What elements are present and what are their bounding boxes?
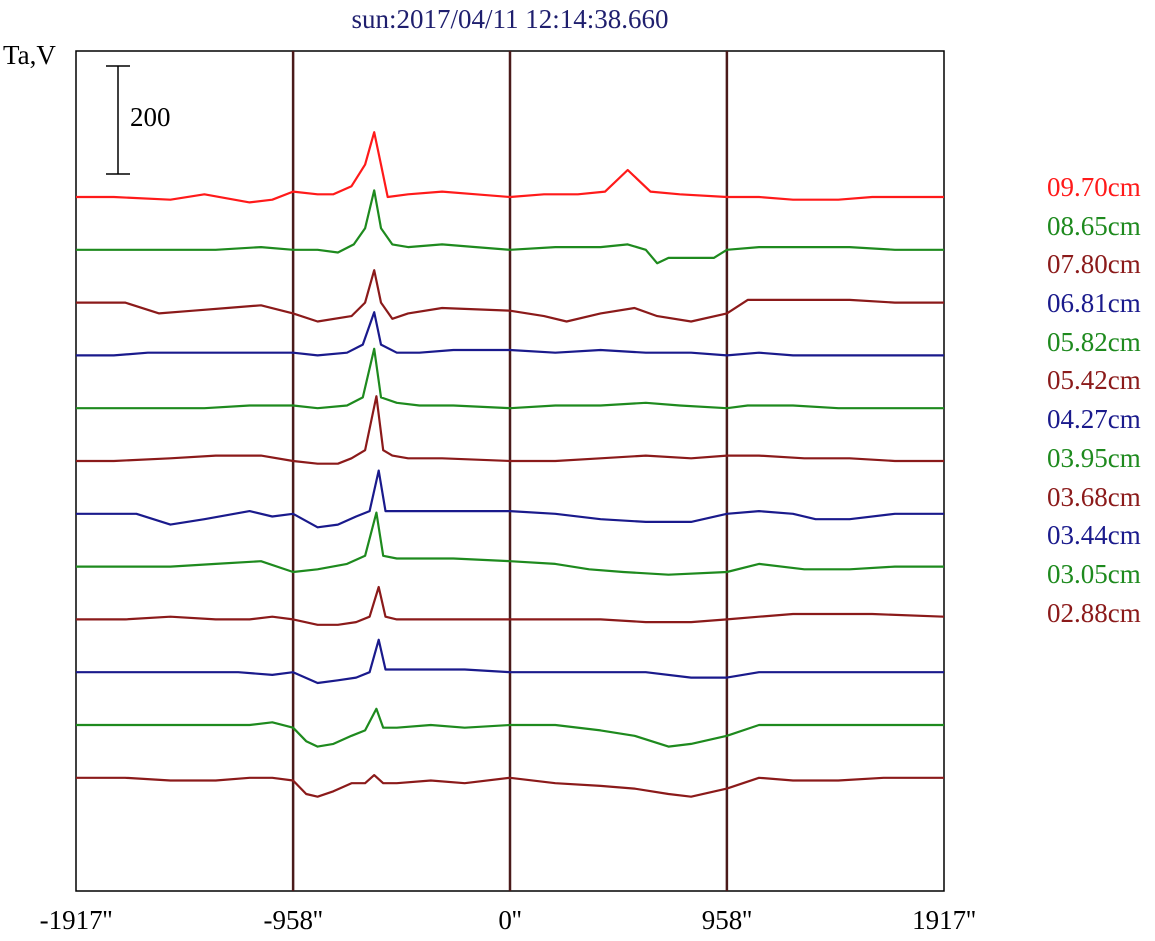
legend-entry: 02.88cm (1047, 597, 1141, 628)
series-line-07.80cm (76, 269, 944, 323)
chart-title: sun:2017/04/11 12:14:38.660 (351, 4, 669, 34)
scale-bar (106, 65, 130, 175)
legend-entry: 03.68cm (1047, 481, 1141, 512)
legend: 09.70cm 08.65cm 07.80cm 06.81cm 05.82cm 05.42… (1047, 168, 1141, 632)
series-line-02.88cm (76, 774, 944, 798)
legend-entry: 09.70cm (1047, 172, 1141, 202)
legend-entry: 03.95cm (1047, 442, 1141, 473)
legend-entry: 03.05cm (1047, 558, 1141, 589)
legend-entry: 05.82cm (1047, 326, 1141, 357)
series-line-09.70cm (76, 131, 944, 204)
series-line-03.68cm (76, 585, 945, 626)
series-line-05.82cm (76, 347, 944, 410)
legend-entry: 03.44cm (1047, 520, 1141, 551)
legend-entry: 08.65cm (1047, 210, 1141, 241)
scale-bar-label: 200 (130, 102, 171, 132)
legend-entry: 05.42cm (1047, 365, 1141, 396)
series-line-03.95cm (76, 511, 944, 576)
x-tick-label: -1917'' (39, 905, 113, 935)
legend-entry: 06.81cm (1047, 288, 1141, 319)
series-line-03.05cm (76, 707, 944, 748)
legend-entry: 07.80cm (1047, 249, 1141, 280)
series-line-03.44cm (76, 638, 944, 685)
series-line-04.27cm (76, 469, 944, 529)
x-tick-label: 0'' (498, 905, 522, 935)
x-tick-label: -958'' (263, 905, 323, 935)
series-line-05.42cm (76, 395, 944, 465)
y-axis-label: Ta,V (3, 40, 56, 70)
x-tick-label: 958'' (701, 905, 752, 935)
series-lines (76, 131, 945, 798)
x-tick-label: 1917'' (912, 905, 976, 935)
series-line-06.81cm (76, 311, 944, 357)
legend-entry: 04.27cm (1047, 404, 1141, 435)
series-line-08.65cm (76, 189, 944, 265)
